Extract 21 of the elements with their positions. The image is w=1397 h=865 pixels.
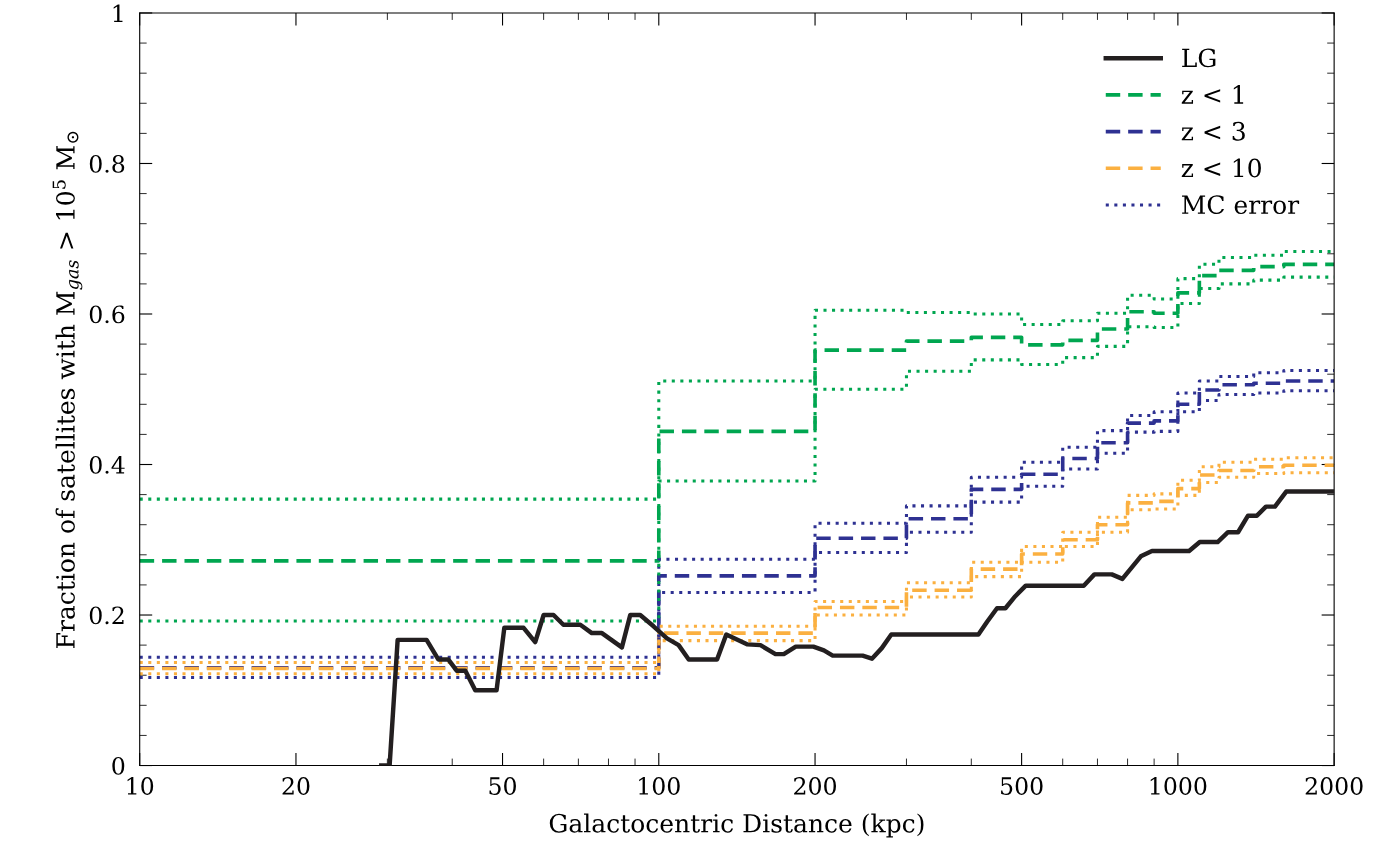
x-tick-label: 2000 bbox=[1305, 777, 1363, 795]
legend-label: MC error bbox=[1182, 195, 1300, 215]
x-axis-title: Galactocentric Distance (kpc) bbox=[549, 813, 924, 838]
y-tick-label: 0.8 bbox=[89, 154, 125, 173]
y-tick-label: 0 bbox=[112, 756, 125, 775]
legend-label: LG bbox=[1182, 48, 1216, 68]
x-tick-label: 100 bbox=[639, 777, 680, 795]
x-tick-label: 1000 bbox=[1150, 777, 1207, 795]
x-tick-label: 10 bbox=[127, 777, 154, 795]
legend-label: z < 10 bbox=[1181, 158, 1261, 178]
y-tick-label: 0.4 bbox=[89, 455, 125, 474]
legend-label: z < 1 bbox=[1181, 85, 1244, 104]
x-tick-label: 200 bbox=[794, 777, 837, 795]
y-tick-label: 1 bbox=[113, 4, 123, 22]
y-tick-label: 0.6 bbox=[89, 305, 125, 324]
y-axis-title: Fraction of satellites with M$_{gas}$ > 10$^{5}$ M$_{⊙}$ bbox=[52, 131, 83, 648]
legend-label: z < 3 bbox=[1181, 121, 1245, 141]
x-tick-label: 20 bbox=[282, 777, 310, 795]
y-tick-label: 0.2 bbox=[89, 606, 124, 625]
x-tick-label: 500 bbox=[1001, 777, 1043, 795]
x-tick-label: 50 bbox=[489, 777, 516, 795]
